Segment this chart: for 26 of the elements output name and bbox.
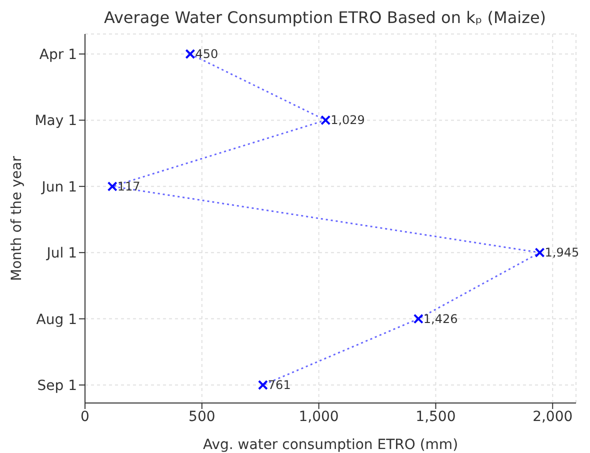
- y-axis-title: Month of the year: [8, 156, 25, 281]
- y-tick-label: Sep 1: [37, 378, 77, 394]
- x-tick-label: 500: [188, 408, 216, 425]
- data-label: 450: [195, 47, 218, 61]
- x-axis-title: Avg. water consumption ETRO (mm): [202, 437, 458, 453]
- point: [185, 49, 196, 59]
- x-tick-label: 2,000: [532, 408, 573, 425]
- y-tick-label: May 1: [34, 113, 77, 130]
- x-tick-label: 0: [80, 408, 90, 425]
- data-label: 1,029: [330, 113, 365, 128]
- chart-title: Average Water Consumption ETRO Based on kₚ (Maize): [102, 8, 548, 27]
- point: [258, 380, 268, 390]
- y-tick-label: Jun 1: [40, 179, 77, 196]
- data-label: 1,945: [544, 246, 580, 260]
- y-tick-label: Apr 1: [39, 46, 77, 63]
- point: [534, 248, 545, 258]
- data-label: 761: [268, 378, 291, 392]
- point: [413, 314, 424, 324]
- data-label: 117: [117, 179, 140, 194]
- point: [320, 115, 331, 126]
- x-tick-label: 1,500: [416, 408, 456, 425]
- y-tick-label: Jul 1: [46, 246, 77, 262]
- data-label: 1,426: [423, 312, 458, 326]
- point: [107, 181, 118, 192]
- y-tick-label: Aug 1: [36, 312, 77, 328]
- x-tick-label: 1,000: [298, 408, 339, 425]
